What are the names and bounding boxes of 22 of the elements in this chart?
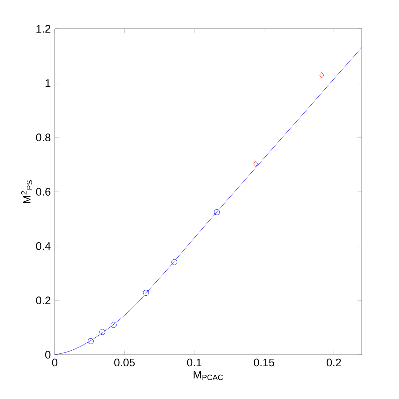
- point: [88, 338, 94, 344]
- y-tick-label: 0.4: [36, 242, 51, 250]
- y-tick-label: 1: [46, 80, 51, 88]
- point: [110, 322, 117, 328]
- y-tick-label: 0.8: [36, 134, 51, 142]
- point: [100, 329, 106, 336]
- x-tick-label: 0.2: [326, 358, 342, 367]
- x-axis-title: M$_{PCAC}$: [194, 371, 224, 380]
- y-tick-label: 1.2: [36, 25, 51, 33]
- point: [172, 259, 178, 266]
- point: [254, 161, 258, 168]
- y-tick-label: 0.2: [36, 296, 51, 305]
- point: [143, 290, 150, 296]
- x-tick-label: 0.05: [114, 358, 135, 367]
- x-tick-label: 0.1: [187, 358, 202, 367]
- point: [214, 209, 220, 216]
- x-tick-label: 0: [52, 358, 58, 367]
- x-tick-label: 0.15: [254, 358, 275, 367]
- line-series: [55, 48, 362, 355]
- y-tick-label: 0: [45, 351, 51, 359]
- y-tick-label: 0.6: [36, 188, 51, 196]
- point: [320, 72, 324, 78]
